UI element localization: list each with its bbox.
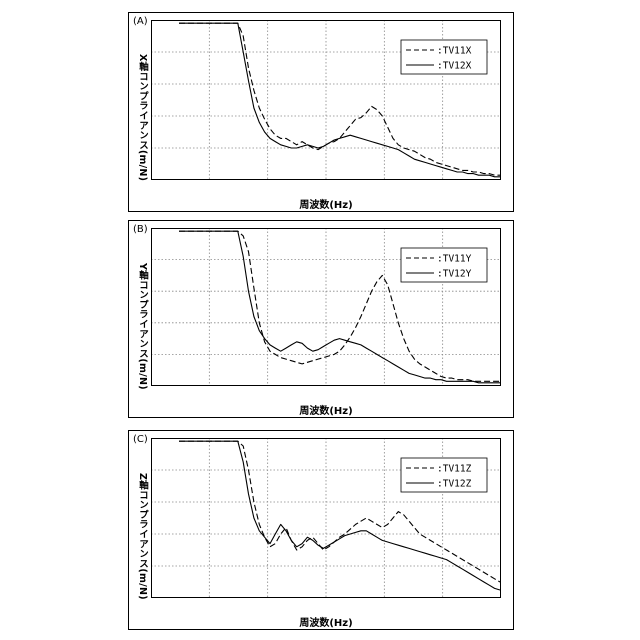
panel-label: (B) [133, 224, 148, 235]
legend: :TV11Y :TV12Y [401, 248, 487, 282]
legend-label: :TV12Z [437, 479, 472, 490]
x-axis-label: 周波数(Hz) [151, 614, 501, 629]
chart-panel-c: (C) Z軸コンプライアンス(m/N) :TV11Z :TV12Z 周波数(Hz) [128, 430, 514, 630]
y-axis-label: X軸コンプライアンス(m/N) [135, 39, 149, 197]
x-axis-label: 周波数(Hz) [151, 196, 501, 211]
chart-panel-b: (B) Y軸コンプライアンス(m/N) :TV11Y :TV12Y 周波数(Hz) [128, 220, 514, 418]
legend-label: :TV12Y [437, 269, 472, 280]
y-axis-label: Z軸コンプライアンス(m/N) [135, 457, 149, 615]
panel-label: (A) [133, 16, 148, 27]
chart-plot: :TV11X :TV12X [151, 20, 501, 196]
legend-label: :TV11Y [437, 254, 472, 265]
chart-plot: :TV11Z :TV12Z [151, 438, 501, 614]
x-axis-label: 周波数(Hz) [151, 402, 501, 417]
legend: :TV11X :TV12X [401, 40, 487, 74]
chart-plot: :TV11Y :TV12Y [151, 228, 501, 402]
y-axis-label: Y軸コンプライアンス(m/N) [135, 247, 149, 405]
panel-label: (C) [133, 434, 148, 445]
legend-label: :TV11X [437, 46, 472, 57]
chart-panel-a: (A) X軸コンプライアンス(m/N) :TV11X :TV12X 周波数(Hz) [128, 12, 514, 212]
legend-label: :TV12X [437, 61, 472, 72]
legend-label: :TV11Z [437, 464, 472, 475]
legend: :TV11Z :TV12Z [401, 458, 487, 492]
